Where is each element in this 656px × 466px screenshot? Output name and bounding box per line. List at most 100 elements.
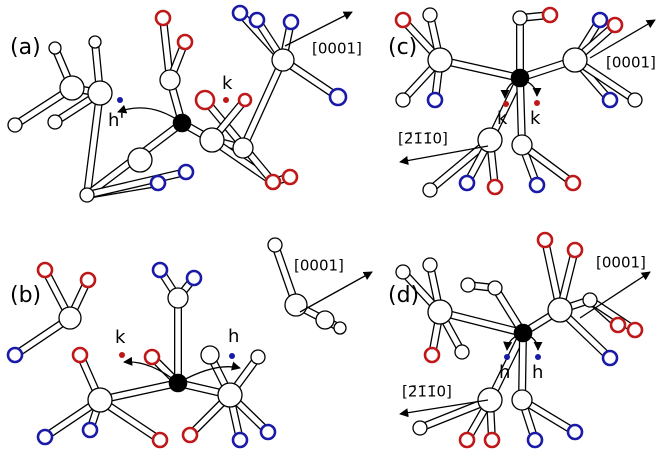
atom <box>38 430 52 444</box>
atom <box>396 265 410 279</box>
direction-label: [2̄1̄1̄0] <box>402 383 452 401</box>
site-label: h' <box>108 110 124 131</box>
site-label: k <box>497 108 508 129</box>
site-dot <box>117 97 123 103</box>
direction-arrow <box>300 272 372 312</box>
site-dot <box>223 97 229 103</box>
atom <box>8 348 22 362</box>
atom <box>156 11 170 25</box>
atom <box>460 176 474 190</box>
atom <box>593 13 607 27</box>
atom <box>145 350 159 364</box>
atom <box>488 281 502 295</box>
bond <box>87 93 100 195</box>
atom <box>563 48 587 72</box>
site-label: k <box>115 327 126 348</box>
atom <box>128 148 152 172</box>
atom <box>48 115 62 129</box>
atom <box>59 307 81 329</box>
site-dot <box>534 100 540 106</box>
atom <box>284 15 298 29</box>
atom <box>583 293 597 307</box>
site-label: h <box>228 326 239 347</box>
atom <box>179 165 193 179</box>
atom <box>396 13 410 27</box>
atom <box>151 176 165 190</box>
atom <box>168 288 188 308</box>
atom <box>423 258 437 272</box>
atom <box>285 294 307 316</box>
atom <box>233 138 253 158</box>
atom <box>512 390 532 410</box>
atom <box>538 233 552 247</box>
site-label: h <box>499 362 510 383</box>
atom <box>428 48 452 72</box>
atom <box>266 175 280 189</box>
atom <box>316 311 334 329</box>
atom <box>548 298 572 322</box>
jump-arrow <box>118 108 182 123</box>
atom <box>233 6 247 20</box>
atom <box>568 425 582 439</box>
direction-label: [0001] <box>294 257 344 275</box>
atom <box>153 263 167 277</box>
atom <box>543 8 557 22</box>
panel-label: (b) <box>10 283 41 308</box>
atom <box>603 93 617 107</box>
atom <box>178 35 192 49</box>
atom <box>460 433 474 447</box>
atom <box>261 425 275 439</box>
atom <box>568 243 582 257</box>
atom <box>461 278 475 292</box>
atom <box>218 383 242 407</box>
atom <box>153 433 167 447</box>
atom <box>455 345 469 359</box>
atom <box>478 128 502 152</box>
atom <box>428 300 452 324</box>
atom <box>81 273 95 287</box>
atom <box>80 188 94 202</box>
atom <box>413 421 427 435</box>
atom <box>160 70 180 90</box>
atom <box>608 18 622 32</box>
atom <box>201 346 219 364</box>
direction-label: [0001] <box>606 54 656 72</box>
site-dot <box>229 353 235 359</box>
atom <box>485 433 499 447</box>
figure: (a) [0001] h' k (b) [0001] k h (c) [0001… <box>0 0 656 466</box>
atom <box>268 238 282 252</box>
atom <box>83 423 97 437</box>
atom <box>530 178 544 192</box>
atom <box>88 81 112 105</box>
site-label: k <box>222 73 233 94</box>
atom <box>512 135 532 155</box>
atom <box>423 183 437 197</box>
atom <box>49 42 61 54</box>
site-dot <box>503 101 509 107</box>
atom <box>628 93 642 107</box>
atom <box>330 89 346 105</box>
atom <box>603 351 617 365</box>
site-dot <box>119 352 125 358</box>
jump-arrow <box>178 367 240 383</box>
panel-label: (a) <box>10 35 41 60</box>
atom <box>566 176 580 190</box>
structures <box>8 6 642 447</box>
atom <box>428 93 442 107</box>
atom <box>8 118 22 132</box>
atom <box>396 93 410 107</box>
atom <box>233 433 247 447</box>
site-label: h <box>532 362 543 383</box>
atom <box>250 13 264 27</box>
atom <box>478 388 502 412</box>
atom <box>60 76 84 100</box>
atom <box>200 128 224 152</box>
atom <box>628 323 642 337</box>
site-label: k <box>530 108 541 129</box>
atom <box>239 94 251 106</box>
atom <box>425 348 439 362</box>
atom <box>334 322 346 334</box>
atom <box>513 11 527 25</box>
atom <box>88 388 112 412</box>
panel-label: (c) <box>388 35 417 60</box>
